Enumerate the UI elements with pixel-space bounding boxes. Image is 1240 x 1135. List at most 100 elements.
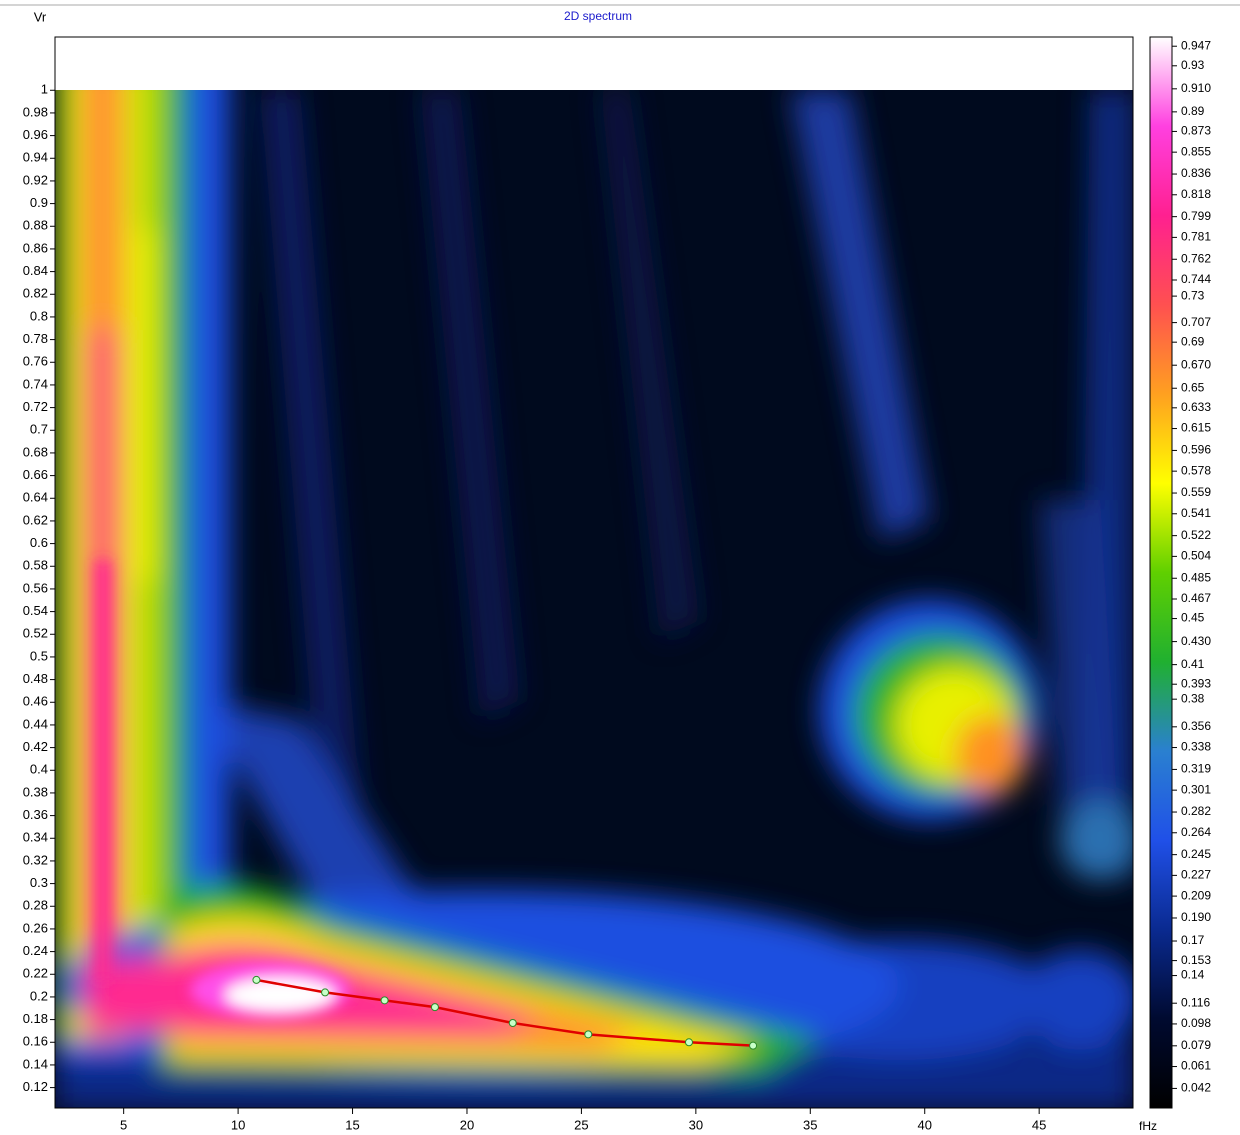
x-axis-label: fHz	[1139, 1119, 1157, 1133]
y-tick-label: 0.48	[23, 671, 48, 686]
y-tick-label: 0.28	[23, 898, 48, 913]
colorbar-tick-label: 0.93	[1181, 58, 1205, 72]
colorbar-tick-label: 0.69	[1181, 334, 1205, 348]
colorbar-tick-label: 0.799	[1181, 209, 1211, 223]
colorbar-tick-label: 0.245	[1181, 847, 1211, 861]
curve-point	[380, 996, 389, 1005]
colorbar-tick-label: 0.209	[1181, 888, 1211, 902]
y-tick-label: 0.6	[30, 535, 48, 550]
x-tick-label: 15	[345, 1117, 359, 1132]
colorbar-tick-label: 0.818	[1181, 187, 1211, 201]
x-tick-label: 5	[120, 1117, 127, 1132]
colorbar-tick-label: 0.227	[1181, 868, 1211, 882]
curve-point	[684, 1038, 693, 1047]
colorbar	[1149, 36, 1173, 1109]
y-tick-label: 0.68	[23, 444, 48, 459]
y-tick-label: 0.34	[23, 830, 48, 845]
y-tick-label: 0.64	[23, 490, 48, 505]
colorbar-tick-label: 0.264	[1181, 825, 1211, 839]
colorbar-tick-label: 0.485	[1181, 570, 1211, 584]
colorbar-tick-label: 0.079	[1181, 1038, 1211, 1052]
colorbar-tick-label: 0.41	[1181, 657, 1205, 671]
curve-point	[584, 1030, 593, 1039]
y-tick-label: 0.66	[23, 467, 48, 482]
y-tick-label: 0.96	[23, 127, 48, 142]
colorbar-tick-label: 0.596	[1181, 443, 1211, 457]
y-tick-label: 0.56	[23, 580, 48, 595]
y-tick-label: 0.32	[23, 852, 48, 867]
curve-point	[252, 975, 261, 984]
y-tick-label: 0.38	[23, 784, 48, 799]
y-tick-label: 0.72	[23, 399, 48, 414]
y-tick-label: 0.4	[30, 762, 48, 777]
colorbar-tick-label: 0.65	[1181, 380, 1205, 394]
colorbar-tick-label: 0.356	[1181, 719, 1211, 733]
colorbar-tick-label: 0.73	[1181, 288, 1205, 302]
curve-point	[508, 1019, 517, 1027]
colorbar-tick-label: 0.467	[1181, 591, 1211, 605]
colorbar-tick-label: 0.670	[1181, 357, 1211, 371]
y-tick-label: 0.76	[23, 354, 48, 369]
y-tick-label: 0.42	[23, 739, 48, 754]
dispersion-curve	[256, 978, 754, 1047]
y-tick-label: 0.74	[23, 376, 48, 391]
y-tick-label: 0.92	[23, 172, 48, 187]
heatmap	[55, 90, 1133, 1108]
y-tick-label: 0.84	[23, 263, 48, 278]
colorbar-tick-label: 0.430	[1181, 634, 1211, 648]
y-tick-label: 0.24	[23, 943, 48, 958]
colorbar-tick-label: 0.17	[1181, 933, 1205, 947]
colorbar-tick-label: 0.301	[1181, 782, 1211, 796]
y-tick-label: 0.14	[23, 1056, 48, 1071]
colorbar-tick-label: 0.504	[1181, 549, 1211, 563]
colorbar-tick-label: 0.190	[1181, 910, 1211, 924]
y-tick-label: 0.86	[23, 240, 48, 255]
y-tick-label: 0.22	[23, 966, 48, 981]
colorbar-tick-label: 0.578	[1181, 463, 1211, 477]
y-tick-label: 0.88	[23, 218, 48, 233]
y-tick-label: 1	[41, 82, 48, 97]
colorbar-tick-label: 0.633	[1181, 400, 1211, 414]
colorbar-tick-label: 0.042	[1181, 1081, 1211, 1095]
y-axis-label: Vr	[34, 9, 47, 24]
x-tick-label: 40	[917, 1117, 931, 1132]
y-tick-label: 0.46	[23, 694, 48, 709]
y-tick-label: 0.44	[23, 716, 48, 731]
colorbar-tick-label: 0.45	[1181, 611, 1205, 625]
x-tick-label: 25	[574, 1117, 588, 1132]
colorbar-tick-label: 0.89	[1181, 104, 1205, 118]
colorbar-tick-label: 0.522	[1181, 528, 1211, 542]
colorbar-tick-label: 0.061	[1181, 1059, 1211, 1073]
curve-point	[321, 988, 330, 997]
x-tick-label: 45	[1032, 1117, 1046, 1132]
colorbar-tick-label: 0.559	[1181, 485, 1211, 499]
colorbar-tick-label: 0.098	[1181, 1016, 1211, 1030]
chart-title: 2D spectrum	[564, 9, 632, 23]
y-tick-label: 0.26	[23, 920, 48, 935]
colorbar-tick-label: 0.744	[1181, 272, 1211, 286]
colorbar-tick-label: 0.38	[1181, 691, 1205, 705]
y-tick-label: 0.94	[23, 150, 48, 165]
colorbar-tick-label: 0.781	[1181, 230, 1211, 244]
colorbar-tick-label: 0.14	[1181, 968, 1205, 982]
y-tick-label: 0.98	[23, 104, 48, 119]
colorbar-tick-label: 0.541	[1181, 506, 1211, 520]
colorbar-tick-label: 0.282	[1181, 804, 1211, 818]
curve-point	[430, 1003, 439, 1012]
y-tick-label: 0.78	[23, 331, 48, 346]
y-tick-label: 0.3	[30, 875, 48, 890]
y-tick-label: 0.12	[23, 1079, 48, 1094]
y-tick-label: 0.2	[30, 988, 48, 1003]
colorbar-tick-label: 0.153	[1181, 953, 1211, 967]
y-tick-label: 0.7	[30, 422, 48, 437]
colorbar-tick-label: 0.319	[1181, 762, 1211, 776]
y-tick-label: 0.52	[23, 626, 48, 641]
y-tick-label: 0.9	[30, 195, 48, 210]
y-tick-label: 0.54	[23, 603, 48, 618]
y-tick-label: 0.36	[23, 807, 48, 822]
y-tick-label: 0.82	[23, 286, 48, 301]
y-tick-label: 0.5	[30, 648, 48, 663]
y-tick-label: 0.8	[30, 308, 48, 323]
y-tick-label: 0.62	[23, 512, 48, 527]
